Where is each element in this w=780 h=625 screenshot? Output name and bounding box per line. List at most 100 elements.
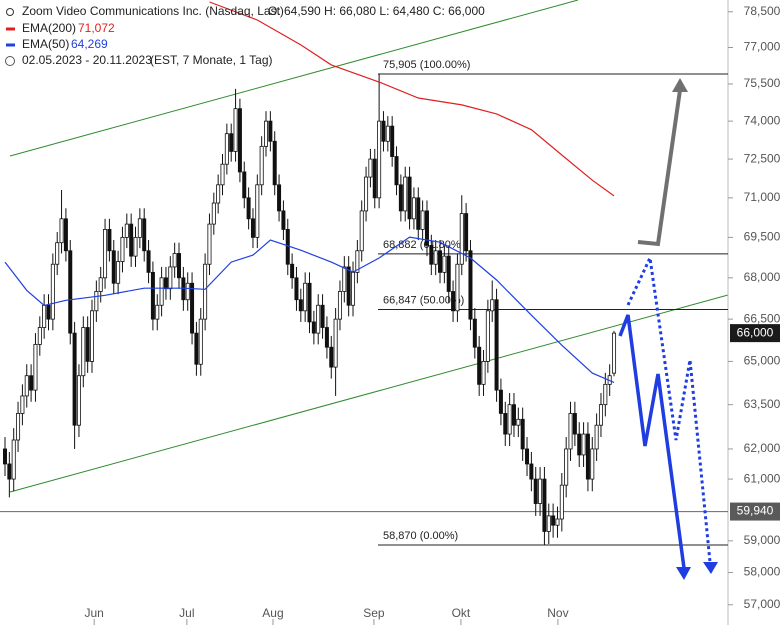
candle-body bbox=[481, 361, 486, 385]
candle-body bbox=[250, 218, 255, 238]
dotted-arrow bbox=[626, 252, 712, 563]
y-tick-label: 57,000 bbox=[744, 597, 780, 611]
channel bbox=[9, 0, 729, 493]
candle-body bbox=[264, 120, 269, 147]
candle-body bbox=[590, 448, 595, 480]
candle-body bbox=[555, 518, 560, 526]
candle-body bbox=[146, 250, 151, 273]
candle-body bbox=[68, 250, 73, 334]
blue-arrow bbox=[618, 314, 686, 569]
ema-line bbox=[209, 1, 615, 197]
y-tick-label: 78,500 bbox=[744, 4, 780, 18]
candle-body bbox=[133, 236, 138, 257]
candle-body bbox=[585, 433, 590, 480]
y-tick-label: 68,000 bbox=[744, 270, 780, 284]
candle-body bbox=[468, 250, 473, 320]
candle-body bbox=[172, 253, 177, 268]
candle-body bbox=[168, 266, 173, 290]
x-tick-label: Aug bbox=[262, 606, 283, 620]
candle-body bbox=[233, 108, 238, 152]
candle-body bbox=[137, 218, 142, 238]
candle-body bbox=[329, 346, 334, 368]
candle-body bbox=[246, 197, 251, 220]
candle-body bbox=[185, 282, 190, 301]
candle-body bbox=[377, 120, 382, 199]
candle-body bbox=[194, 332, 199, 365]
candle-body bbox=[342, 266, 347, 292]
y-tick-label: 63,500 bbox=[744, 397, 780, 411]
candle-body bbox=[290, 263, 295, 279]
candle-body bbox=[150, 271, 155, 320]
candle-body bbox=[63, 218, 68, 252]
candle-body bbox=[612, 332, 617, 374]
candle-body bbox=[155, 304, 160, 320]
x-tick-label: Jul bbox=[179, 606, 194, 620]
legend-name: EMA(200) bbox=[22, 21, 76, 35]
candle-body bbox=[507, 404, 512, 435]
x-tick-label: Jun bbox=[85, 606, 104, 620]
candle-body bbox=[359, 210, 364, 252]
candle-body bbox=[224, 133, 229, 165]
candle-body bbox=[90, 310, 95, 362]
y-tick-label: 74,000 bbox=[744, 113, 780, 127]
candle-body bbox=[94, 291, 99, 312]
candle-body bbox=[103, 229, 108, 279]
fib-label: 58,870 (0.00%) bbox=[383, 530, 458, 542]
candle-body bbox=[533, 478, 538, 504]
candle-body bbox=[429, 244, 434, 265]
candle-body bbox=[364, 176, 369, 212]
y-tick-label: 58,000 bbox=[744, 565, 780, 579]
candle-body bbox=[346, 266, 351, 306]
candle-body bbox=[37, 327, 42, 345]
candle-body bbox=[307, 282, 312, 323]
fib-label: 75,905 (100.00%) bbox=[383, 59, 470, 71]
candle-body bbox=[159, 277, 164, 306]
candle-body bbox=[394, 156, 399, 186]
candle-body bbox=[485, 310, 490, 362]
candle-body bbox=[372, 158, 377, 199]
candle-body bbox=[298, 299, 303, 312]
candle-body bbox=[398, 184, 403, 212]
y-tick-label: 65,000 bbox=[744, 354, 780, 368]
candle-body bbox=[451, 291, 456, 312]
y-tick-label: 62,000 bbox=[744, 441, 780, 455]
candle-body bbox=[107, 229, 112, 252]
candle-body bbox=[277, 184, 282, 212]
candle-body bbox=[455, 263, 460, 312]
candle-body bbox=[268, 120, 273, 142]
candle-body bbox=[220, 163, 225, 186]
candle-body bbox=[142, 218, 147, 252]
legend-value: 71,072 bbox=[78, 21, 115, 35]
candle-body bbox=[494, 299, 499, 391]
forecast-arrows bbox=[618, 78, 718, 580]
candle-body bbox=[33, 343, 38, 391]
candle-body bbox=[72, 332, 77, 426]
period-note: (EST, 7 Monate, 1 Tag) bbox=[150, 53, 273, 67]
candle-body bbox=[368, 158, 373, 178]
candle-body bbox=[190, 282, 195, 334]
candle-body bbox=[446, 255, 451, 292]
candle-body bbox=[477, 346, 482, 385]
candle-body bbox=[603, 383, 608, 406]
candle-body bbox=[7, 463, 12, 480]
candle-body bbox=[81, 327, 86, 377]
candle-body bbox=[490, 299, 495, 312]
candle-body bbox=[411, 197, 416, 220]
candle-body bbox=[163, 277, 168, 290]
candle-body bbox=[438, 250, 443, 273]
candle-body bbox=[424, 210, 429, 246]
candle-body bbox=[237, 108, 242, 173]
y-tick-label: 72,500 bbox=[744, 151, 780, 165]
candle-body bbox=[211, 202, 216, 225]
quote: O: 64,590 H: 66,080 L: 64,480 C: 66,000 bbox=[268, 4, 485, 18]
candle-body bbox=[111, 250, 116, 284]
candle-body bbox=[255, 184, 260, 238]
candle-body bbox=[120, 236, 125, 262]
candle-body bbox=[316, 304, 321, 334]
candle-body bbox=[337, 291, 342, 320]
candle-body bbox=[42, 304, 47, 328]
candle-body bbox=[498, 389, 503, 414]
dotted-arrow-head bbox=[703, 562, 718, 574]
ema-line bbox=[4, 236, 615, 383]
candle-body bbox=[203, 263, 208, 320]
